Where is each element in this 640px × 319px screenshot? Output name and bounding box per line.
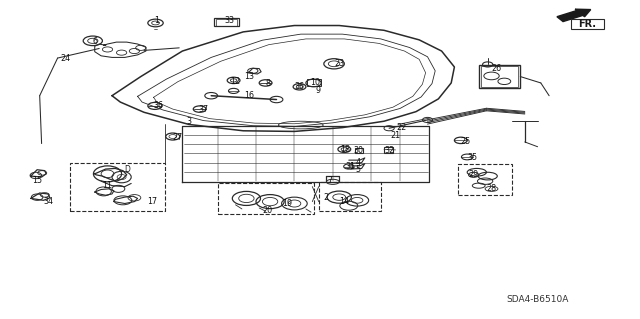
- Text: 37: 37: [198, 105, 209, 114]
- Text: 4: 4: [356, 158, 361, 167]
- Text: 21: 21: [390, 131, 401, 140]
- Text: 15: 15: [32, 176, 42, 185]
- Bar: [355, 148, 363, 153]
- Bar: [307, 79, 321, 86]
- Text: 11: 11: [102, 181, 113, 189]
- Text: 22: 22: [397, 123, 407, 132]
- Text: SDA4-B6510A: SDA4-B6510A: [506, 295, 569, 304]
- Text: 28: 28: [486, 184, 497, 193]
- Text: 14: 14: [339, 197, 349, 206]
- Text: 9: 9: [316, 86, 321, 95]
- Text: 25: 25: [461, 137, 471, 146]
- Bar: [218, 183, 314, 214]
- Text: 32: 32: [384, 146, 394, 155]
- Bar: [571, 19, 604, 29]
- Text: 29: 29: [468, 170, 479, 179]
- Text: 10: 10: [310, 78, 321, 87]
- Bar: [384, 147, 393, 153]
- Text: 24: 24: [60, 54, 70, 63]
- Text: 8: 8: [265, 79, 270, 88]
- Text: 1: 1: [154, 16, 159, 25]
- Text: D: D: [124, 165, 130, 174]
- Text: 23: 23: [334, 59, 344, 68]
- Text: 6: 6: [92, 37, 97, 46]
- Text: 12: 12: [230, 77, 240, 86]
- Text: 20: 20: [262, 206, 273, 215]
- Text: 17: 17: [147, 197, 157, 206]
- Text: FR.: FR.: [579, 19, 596, 29]
- Text: 27: 27: [173, 133, 183, 142]
- Text: 19: 19: [282, 199, 292, 208]
- Text: 26: 26: [491, 64, 501, 73]
- Bar: [216, 19, 237, 26]
- Text: 3: 3: [186, 117, 191, 126]
- Text: 13: 13: [244, 72, 255, 81]
- Text: 33: 33: [224, 16, 234, 25]
- Text: 34: 34: [43, 197, 53, 206]
- Bar: [481, 66, 518, 87]
- Bar: [458, 164, 512, 195]
- Bar: [70, 163, 165, 211]
- FancyArrow shape: [557, 9, 591, 22]
- Text: 18: 18: [340, 145, 351, 154]
- Bar: [479, 65, 520, 88]
- Text: 35: 35: [467, 153, 477, 162]
- Bar: [319, 182, 381, 211]
- Text: 36: 36: [154, 101, 164, 110]
- Text: 30: 30: [353, 146, 364, 155]
- Text: 16: 16: [244, 91, 255, 100]
- Text: 2: 2: [324, 193, 329, 202]
- Bar: [214, 18, 239, 26]
- Text: 36: 36: [294, 82, 305, 91]
- Text: 7: 7: [327, 176, 332, 185]
- Text: 5: 5: [356, 165, 361, 174]
- Text: 31: 31: [346, 162, 356, 171]
